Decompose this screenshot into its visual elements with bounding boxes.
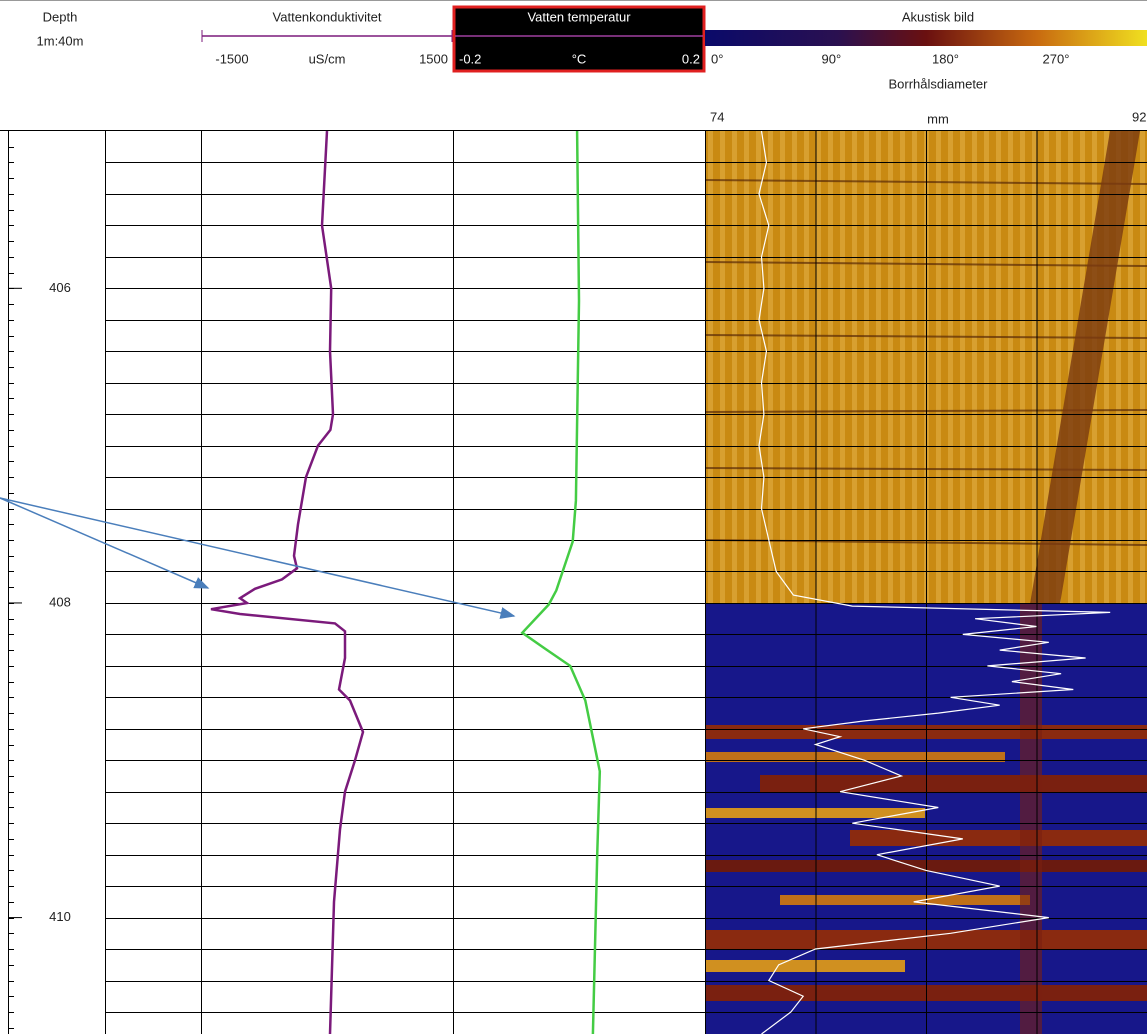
x-tick-label: 0° <box>711 51 723 66</box>
scale-max: 0.2 <box>682 51 700 66</box>
x-tick-label: 90° <box>822 51 842 66</box>
scale-min: -1500 <box>215 51 248 66</box>
annotation-arrow <box>0 498 514 616</box>
annotation-arrow <box>0 498 208 588</box>
x-tick-label: 180° <box>932 51 959 66</box>
scale-min: 74 <box>710 109 724 124</box>
scale-label: 1m:40m <box>37 33 84 48</box>
scale-max: 92 <box>1132 109 1146 124</box>
unit-label: mm <box>927 111 949 126</box>
curve <box>522 131 600 1034</box>
log-plot: Depth 1m:40m Vattenkonduktivitet -1500 u… <box>0 0 1147 1034</box>
track-title: Vattenkonduktivitet <box>273 9 382 24</box>
track-title: Akustisk bild <box>902 9 974 24</box>
y-tick-label: 406 <box>49 280 71 295</box>
scale-min: -0.2 <box>459 51 481 66</box>
unit-label: °C <box>572 51 587 66</box>
track-title: Depth <box>43 9 78 24</box>
x-tick-label: 270° <box>1043 51 1070 66</box>
y-tick-label: 408 <box>49 594 71 609</box>
scale-max: 1500 <box>419 51 448 66</box>
colorbar <box>705 30 1147 46</box>
unit-label: uS/cm <box>309 51 346 66</box>
curve <box>211 131 363 1034</box>
y-tick-label: 410 <box>49 909 71 924</box>
track-title: Vatten temperatur <box>527 9 631 24</box>
track-title: Borrhålsdiameter <box>889 76 989 91</box>
